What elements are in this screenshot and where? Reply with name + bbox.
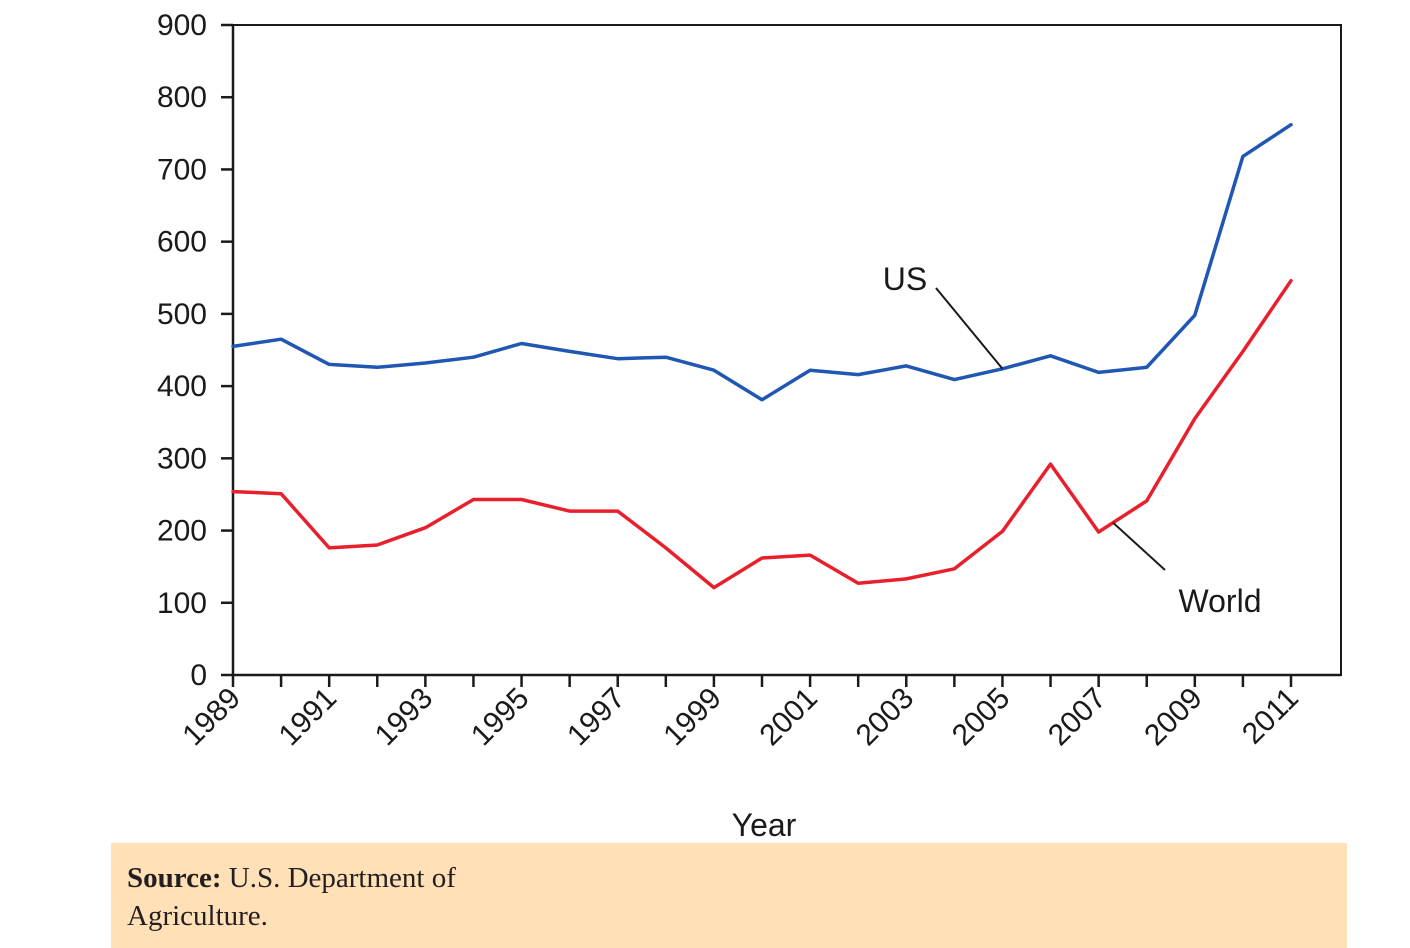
- plot-frame: [232, 24, 1342, 676]
- source-text-2: Agriculture.: [127, 900, 268, 932]
- annotation-layer: US World: [883, 261, 1262, 619]
- series-line-us: [231, 122, 1293, 402]
- y-tick-label: 100: [157, 587, 207, 620]
- x-tick-label: 2001: [754, 682, 825, 753]
- source-line-1: Source: U.S. Department of: [127, 859, 1347, 897]
- y-tick-label: 900: [157, 9, 207, 42]
- y-tick-label: 800: [157, 81, 207, 114]
- annotation-leader: [935, 287, 1004, 370]
- x-tick-label: 1999: [657, 682, 728, 753]
- series-layer: [231, 122, 1293, 590]
- y-tick-label: 600: [157, 226, 207, 259]
- y-tick-label: 0: [190, 659, 207, 692]
- x-axis-title: Year: [732, 807, 797, 840]
- series-line-world: [231, 278, 1293, 590]
- x-tick-label: 1993: [369, 682, 440, 753]
- y-tick-label: 200: [157, 515, 207, 548]
- source-lead: Source:: [127, 862, 222, 894]
- x-tick-label: 2003: [850, 682, 921, 753]
- y-tick-label: 500: [157, 298, 207, 331]
- x-tick-label: 2009: [1138, 682, 1209, 753]
- annotation-label-us: US: [883, 261, 927, 297]
- x-tick-label: 1989: [176, 682, 247, 753]
- y-tick-label: 700: [157, 153, 207, 186]
- y-tick-label: 400: [157, 370, 207, 403]
- y-axis-ticks: 0 100 200 300 400 500 600 700 800 900: [157, 9, 233, 692]
- x-tick-label: 2007: [1042, 682, 1113, 753]
- source-note: Source: U.S. Department of Agriculture.: [111, 843, 1347, 948]
- x-tick-label: 1997: [561, 682, 632, 753]
- source-text-1: U.S. Department of: [228, 862, 456, 894]
- x-tick-label: 1995: [465, 682, 536, 753]
- line-chart: 0 100 200 300 400 500 600 700 800 900 1989 1991 199…: [157, 9, 1342, 840]
- x-tick-label: 2005: [946, 682, 1017, 753]
- annotation-leader: [1112, 521, 1166, 571]
- x-tick-label: 1991: [273, 682, 344, 753]
- x-axis-ticks: 1989 1991 1993 1995 1997 1999 2001 2003 2005 2007…: [176, 675, 1305, 752]
- y-tick-label: 300: [157, 442, 207, 475]
- annotation-label-world: World: [1179, 583, 1262, 619]
- x-tick-label: 2011: [1236, 682, 1305, 751]
